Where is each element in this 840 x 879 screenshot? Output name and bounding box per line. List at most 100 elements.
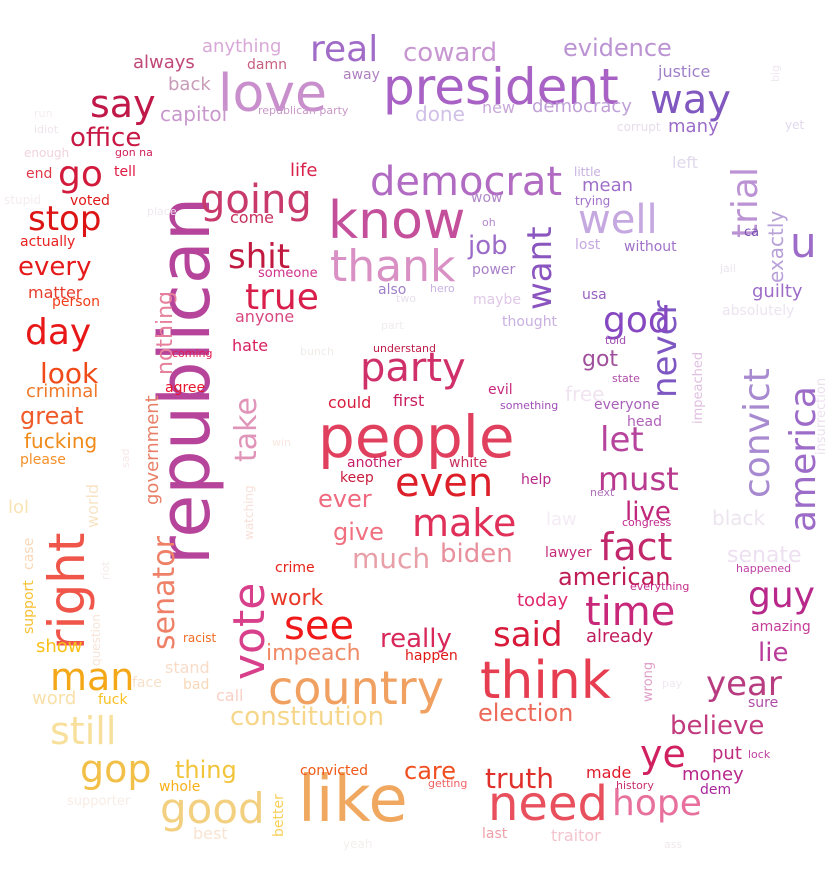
word-pay: pay <box>662 677 683 690</box>
word-two: two <box>396 292 417 305</box>
word-watching: watching <box>242 485 256 540</box>
word-help: help <box>521 472 552 488</box>
word-bad: bad <box>183 677 210 693</box>
word-shit: shit <box>228 237 291 277</box>
word-must: must <box>598 460 679 498</box>
word-put: put <box>712 743 742 764</box>
word-think: think <box>480 651 611 711</box>
word-great: great <box>20 402 84 430</box>
word-fuck: fuck <box>98 692 128 708</box>
word-another: another <box>347 455 402 471</box>
word-everything: everything <box>630 580 690 593</box>
word-please: please <box>20 452 66 468</box>
word-back: back <box>168 74 211 95</box>
word-fact: fact <box>600 525 673 569</box>
word-justice: justice <box>658 62 711 81</box>
word-true: true <box>245 277 319 318</box>
word-republican-party: republican party <box>258 104 349 117</box>
word-impeach: impeach <box>266 641 361 666</box>
word-first: first <box>393 391 425 410</box>
word-man: man <box>50 655 135 699</box>
word-today: today <box>517 590 569 611</box>
word-fucking: fucking <box>24 429 98 453</box>
word-agree: agree <box>165 380 206 396</box>
word-well: well <box>578 197 658 243</box>
word-thing: thing <box>175 756 237 784</box>
word-could: could <box>328 393 372 412</box>
word-supporter: supporter <box>67 794 131 809</box>
word-look: look <box>40 357 99 390</box>
word-said: said <box>493 615 563 655</box>
word-impeached: impeached <box>691 351 706 424</box>
word-someone: someone <box>258 266 318 281</box>
word-come: come <box>230 208 275 227</box>
word-criminal: criminal <box>26 381 99 402</box>
word-work: work <box>270 586 324 611</box>
word-american: american <box>558 563 671 591</box>
word-democracy: democracy <box>532 96 632 117</box>
word-thank: thank <box>330 241 456 292</box>
word-even: even <box>395 460 494 506</box>
word-whole: whole <box>159 779 201 795</box>
word-real: real <box>310 29 379 70</box>
word-senate: senate <box>727 543 802 568</box>
word-insurrection: insurrection <box>814 377 829 455</box>
word-job: job <box>468 231 508 261</box>
word-win: win <box>272 436 292 449</box>
word-convict: convict <box>737 368 778 498</box>
word-best: best <box>193 824 228 843</box>
word-going: going <box>200 177 312 223</box>
word-president: president <box>383 58 619 116</box>
word-right: right <box>38 532 96 650</box>
word-idiot: idiot <box>34 123 59 136</box>
word-word: word <box>32 688 77 709</box>
word-call: call <box>216 686 244 705</box>
word-democrat: democrat <box>370 159 563 205</box>
word-person: person <box>52 294 100 310</box>
word-go: go <box>58 154 103 195</box>
word-enough: enough <box>24 146 70 160</box>
word-much: much <box>352 542 431 575</box>
word-riot: riot <box>99 561 112 580</box>
word-made: made <box>586 763 632 782</box>
word-money: money <box>682 764 744 785</box>
word-lost: lost <box>575 237 601 253</box>
word-question: question <box>89 614 103 666</box>
word-know: know <box>328 191 466 251</box>
word-lie: lie <box>758 638 789 668</box>
word-keep: keep <box>340 470 374 486</box>
word-party: party <box>360 345 466 391</box>
word-law: law <box>546 509 577 530</box>
word-bunch: bunch <box>300 345 334 358</box>
word-next: next <box>590 486 615 499</box>
word-love: love <box>218 64 328 124</box>
word-hope: hope <box>612 783 702 824</box>
word-anyone: anyone <box>235 307 295 326</box>
word-really: really <box>380 624 452 654</box>
word-always: always <box>133 52 195 73</box>
word-support: support <box>21 580 37 634</box>
word-matter: matter <box>28 283 83 302</box>
word-gon-na: gon na <box>115 146 153 159</box>
word-convicted: convicted <box>300 763 368 779</box>
word-trying: trying <box>575 194 611 208</box>
word-life: life <box>290 160 318 181</box>
word-need: need <box>488 776 608 832</box>
word-free: free <box>565 382 605 406</box>
word-truth: truth <box>485 762 554 795</box>
word-take: take <box>229 397 264 462</box>
word-actually: actually <box>20 234 76 250</box>
word-happened: happened <box>736 562 792 575</box>
word-traitor: traitor <box>551 826 601 845</box>
word-country: country <box>268 661 444 715</box>
word-little: little <box>574 165 601 179</box>
word-time: time <box>585 589 676 635</box>
word-anything: anything <box>202 36 282 57</box>
word-getting: getting <box>428 777 468 790</box>
word-nothing: nothing <box>153 291 178 375</box>
word-oh: oh <box>482 216 496 229</box>
word-place: place <box>147 205 177 218</box>
word-god: god <box>603 300 671 341</box>
word-bad2: sad <box>119 448 132 468</box>
